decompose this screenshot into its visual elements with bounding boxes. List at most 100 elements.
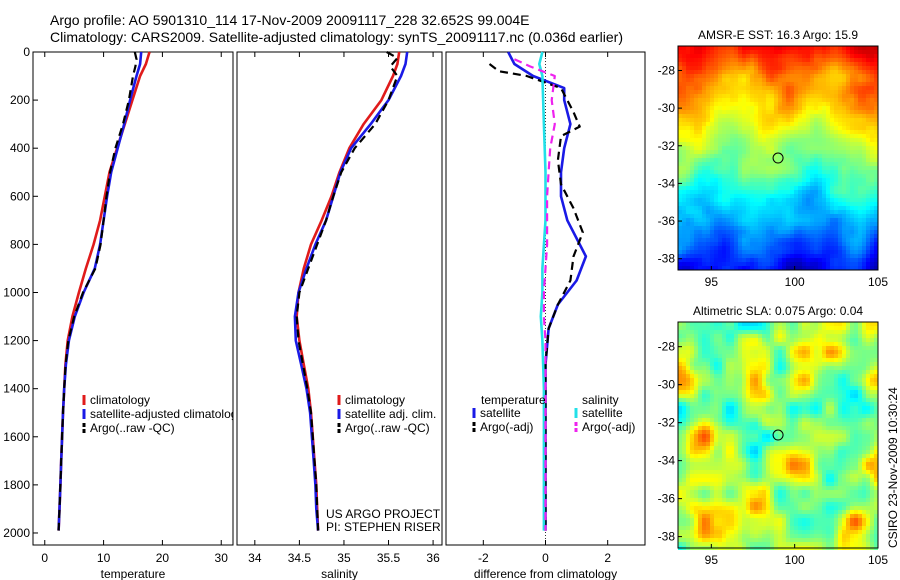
heatmap-cell bbox=[678, 474, 682, 478]
heatmap-cell bbox=[742, 78, 746, 82]
heatmap-cell bbox=[702, 98, 706, 102]
heatmap-cell bbox=[782, 358, 786, 362]
heatmap-cell bbox=[834, 198, 838, 202]
heatmap-cell bbox=[826, 246, 830, 250]
heatmap-cell bbox=[722, 402, 726, 406]
heatmap-cell bbox=[750, 266, 754, 270]
heatmap-cell bbox=[710, 206, 714, 210]
heatmap-cell bbox=[786, 322, 790, 326]
heatmap-cell bbox=[702, 434, 706, 438]
heatmap-cell bbox=[870, 210, 874, 214]
heatmap-cell bbox=[798, 482, 802, 486]
heatmap-cell bbox=[690, 434, 694, 438]
heatmap-cell bbox=[838, 430, 842, 434]
heatmap-cell bbox=[754, 130, 758, 134]
heatmap-cell bbox=[798, 90, 802, 94]
heatmap-cell bbox=[778, 478, 782, 482]
heatmap-cell bbox=[830, 266, 834, 270]
heatmap-cell bbox=[866, 250, 870, 254]
heatmap-cell bbox=[682, 346, 686, 350]
heatmap-cell bbox=[790, 470, 794, 474]
heatmap-cell bbox=[766, 238, 770, 242]
heatmap-cell bbox=[830, 386, 834, 390]
heatmap-cell bbox=[862, 358, 866, 362]
heatmap-cell bbox=[874, 462, 878, 466]
heatmap-cell bbox=[814, 86, 818, 90]
heatmap-cell bbox=[850, 442, 854, 446]
heatmap-cell bbox=[834, 406, 838, 410]
heatmap-cell bbox=[866, 242, 870, 246]
heatmap-cell bbox=[782, 374, 786, 378]
heatmap-cell bbox=[710, 338, 714, 342]
heatmap-cell bbox=[774, 194, 778, 198]
heatmap-cell bbox=[710, 158, 714, 162]
heatmap-cell bbox=[714, 346, 718, 350]
heatmap-cell bbox=[750, 262, 754, 266]
heatmap-cell bbox=[742, 110, 746, 114]
heatmap-cell bbox=[866, 358, 870, 362]
heatmap-cell bbox=[734, 470, 738, 474]
heatmap-cell bbox=[742, 70, 746, 74]
heatmap-cell bbox=[762, 182, 766, 186]
heatmap-cell bbox=[810, 326, 814, 330]
heatmap-cell bbox=[730, 138, 734, 142]
heatmap-cell bbox=[802, 394, 806, 398]
heatmap-cell bbox=[706, 446, 710, 450]
heatmap-cell bbox=[758, 158, 762, 162]
heatmap-cell bbox=[722, 386, 726, 390]
heatmap-cell bbox=[750, 98, 754, 102]
heatmap-cell bbox=[698, 178, 702, 182]
heatmap-cell bbox=[818, 58, 822, 62]
heatmap-cell bbox=[806, 406, 810, 410]
heatmap-cell bbox=[822, 126, 826, 130]
heatmap-cell bbox=[682, 322, 686, 326]
heatmap-cell bbox=[778, 190, 782, 194]
heatmap-cell bbox=[690, 486, 694, 490]
heatmap-cell bbox=[814, 46, 818, 50]
heatmap-cell bbox=[734, 90, 738, 94]
heatmap-cell bbox=[690, 158, 694, 162]
heatmap-cell bbox=[774, 134, 778, 138]
heatmap-cell bbox=[862, 178, 866, 182]
heatmap-cell bbox=[778, 462, 782, 466]
heatmap-cell bbox=[862, 394, 866, 398]
heatmap-cell bbox=[850, 214, 854, 218]
heatmap-cell bbox=[826, 342, 830, 346]
heatmap-cell bbox=[710, 462, 714, 466]
heatmap-cell bbox=[722, 418, 726, 422]
heatmap-cell bbox=[698, 106, 702, 110]
heatmap-cell bbox=[858, 370, 862, 374]
heatmap-cell bbox=[802, 418, 806, 422]
x-tick-label: 105 bbox=[868, 275, 888, 289]
heatmap-cell bbox=[722, 426, 726, 430]
heatmap-cell bbox=[714, 90, 718, 94]
heatmap-cell bbox=[738, 230, 742, 234]
heatmap-cell bbox=[758, 162, 762, 166]
heatmap-cell bbox=[778, 110, 782, 114]
heatmap-cell bbox=[862, 158, 866, 162]
heatmap-cell bbox=[758, 394, 762, 398]
heatmap-cell bbox=[734, 390, 738, 394]
heatmap-cell bbox=[830, 342, 834, 346]
heatmap-cell bbox=[678, 246, 682, 250]
heatmap-cell bbox=[874, 58, 878, 62]
heatmap-cell bbox=[786, 222, 790, 226]
heatmap-cell bbox=[750, 106, 754, 110]
heatmap-cell bbox=[754, 182, 758, 186]
heatmap-cell bbox=[746, 386, 750, 390]
heatmap-cell bbox=[714, 130, 718, 134]
heatmap-cell bbox=[774, 470, 778, 474]
heatmap-cell bbox=[870, 110, 874, 114]
heatmap-cell bbox=[834, 62, 838, 66]
heatmap-cell bbox=[730, 202, 734, 206]
heatmap-cell bbox=[750, 194, 754, 198]
heatmap-cell bbox=[686, 194, 690, 198]
heatmap-cell bbox=[790, 386, 794, 390]
heatmap-cell bbox=[810, 178, 814, 182]
heatmap-cell bbox=[782, 334, 786, 338]
heatmap-cell bbox=[830, 226, 834, 230]
heatmap-cell bbox=[822, 354, 826, 358]
x-axis-label: temperature bbox=[101, 567, 166, 580]
heatmap-cell bbox=[862, 150, 866, 154]
heatmap-cell bbox=[722, 358, 726, 362]
